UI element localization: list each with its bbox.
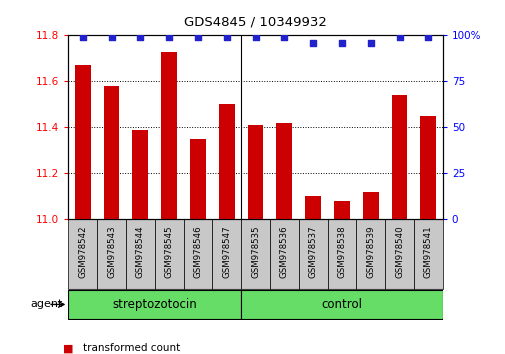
Text: GSM978535: GSM978535 [250,225,260,278]
Bar [104,86,119,219]
Text: agent: agent [31,299,63,309]
Bar [161,52,177,219]
Bar [155,219,183,289]
Text: GSM978540: GSM978540 [394,225,403,278]
Bar [68,219,97,289]
Text: GSM978544: GSM978544 [135,225,144,278]
Text: GSM978546: GSM978546 [193,225,202,278]
Text: GSM978543: GSM978543 [107,225,116,278]
Bar [420,116,435,219]
Bar [190,139,206,219]
Text: GSM978547: GSM978547 [222,225,231,278]
Bar [126,219,155,289]
Text: GSM978538: GSM978538 [337,225,346,278]
Bar [391,95,407,219]
Point [193,34,201,40]
Bar [247,125,263,219]
Bar [276,123,292,219]
Point [280,34,288,40]
Bar [75,65,90,219]
Bar [305,196,321,219]
Text: GSM978542: GSM978542 [78,225,87,278]
Point [337,40,345,46]
Text: GSM978537: GSM978537 [308,225,317,278]
Point [251,34,259,40]
Bar [298,219,327,289]
Bar [327,219,356,289]
Text: GSM978541: GSM978541 [423,225,432,278]
Point [222,34,230,40]
Bar [241,219,269,289]
Bar [212,219,241,289]
Point [366,40,374,46]
Bar [384,219,413,289]
Text: control: control [321,298,362,311]
Bar [241,290,442,319]
Bar [413,219,442,289]
Point [165,34,173,40]
Bar [269,219,298,289]
Text: GSM978539: GSM978539 [366,225,375,278]
Text: GSM978536: GSM978536 [279,225,288,278]
Text: transformed count: transformed count [83,343,180,353]
Point [78,34,86,40]
Bar [132,130,148,219]
Bar [333,201,349,219]
Point [424,34,432,40]
Bar [68,290,241,319]
Point [395,34,403,40]
Bar [97,219,126,289]
Point [107,34,115,40]
Bar [356,219,384,289]
Text: ■: ■ [63,343,74,353]
Bar [183,219,212,289]
Text: GSM978545: GSM978545 [164,225,173,278]
Bar [218,104,234,219]
Point [136,34,144,40]
Text: GDS4845 / 10349932: GDS4845 / 10349932 [184,15,326,28]
Bar [362,192,378,219]
Point [309,40,317,46]
Text: streptozotocin: streptozotocin [112,298,197,311]
